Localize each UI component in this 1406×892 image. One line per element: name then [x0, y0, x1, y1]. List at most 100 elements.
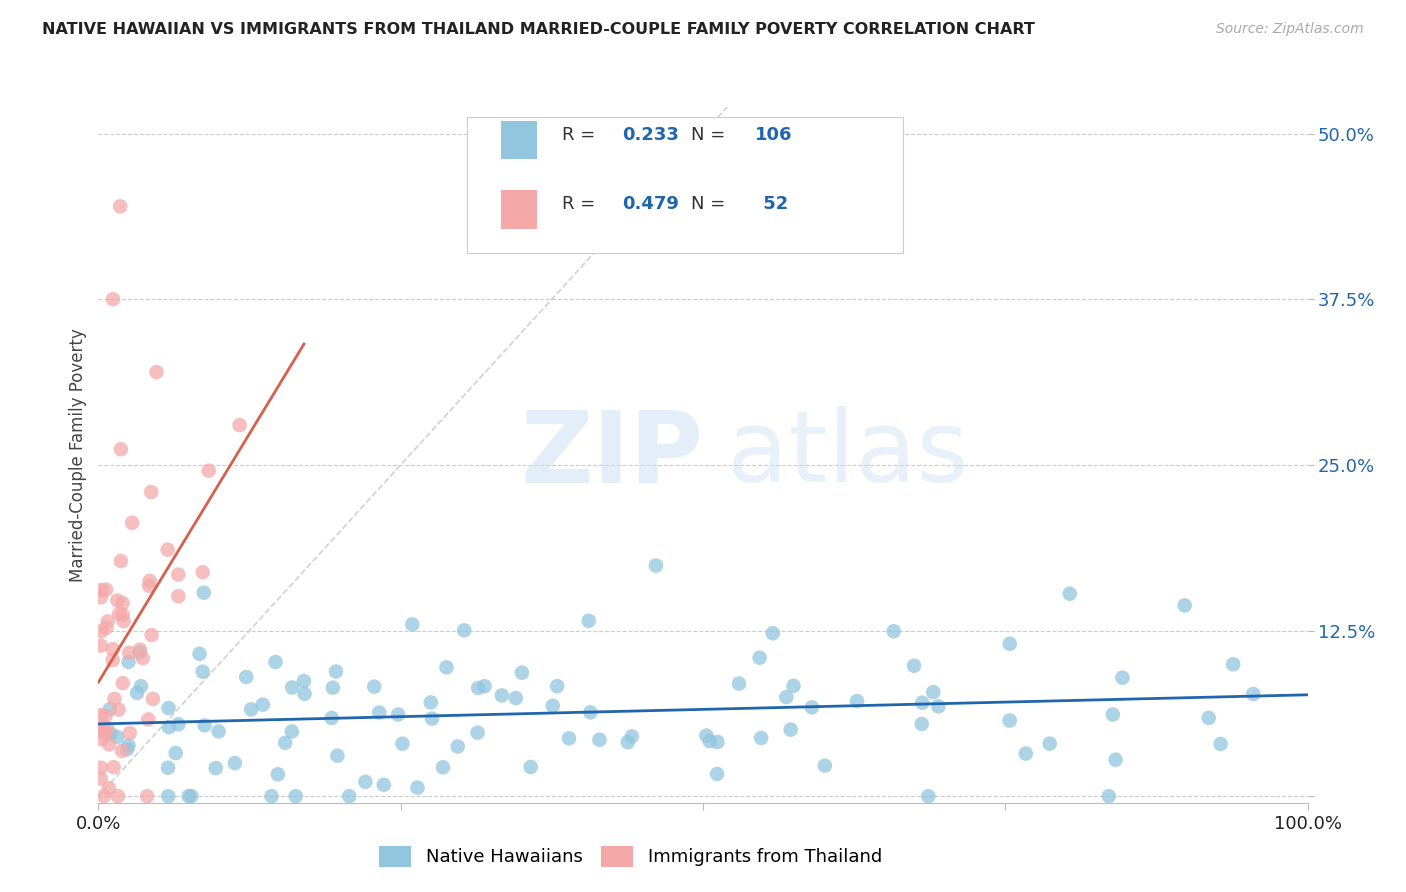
- Text: 52: 52: [758, 195, 789, 213]
- Point: [846, 694, 869, 708]
- Point: [90, 591, 112, 605]
- Point: [728, 676, 751, 690]
- Point: [447, 739, 470, 754]
- Point: [103, 691, 125, 706]
- Point: [117, 655, 139, 669]
- Point: [695, 729, 717, 743]
- Point: [762, 626, 785, 640]
- Point: [321, 711, 343, 725]
- Point: [117, 739, 139, 753]
- Point: [101, 642, 124, 657]
- Point: [491, 689, 513, 703]
- Point: [188, 647, 211, 661]
- Point: [90, 772, 112, 786]
- Point: [101, 292, 124, 306]
- Point: [326, 748, 349, 763]
- Point: [118, 726, 141, 740]
- Text: R =: R =: [561, 126, 600, 144]
- Point: [90, 582, 112, 597]
- Point: [136, 713, 159, 727]
- Point: [1059, 587, 1081, 601]
- Point: [204, 761, 226, 775]
- Point: [284, 789, 307, 804]
- Point: [274, 736, 297, 750]
- Point: [1039, 737, 1062, 751]
- Point: [129, 642, 152, 657]
- Point: [105, 593, 128, 607]
- Point: [903, 658, 925, 673]
- Point: [93, 789, 115, 804]
- Legend: Native Hawaiians, Immigrants from Thailand: Native Hawaiians, Immigrants from Thaila…: [371, 838, 889, 874]
- Point: [96, 621, 118, 635]
- Point: [138, 574, 160, 588]
- Point: [1098, 789, 1121, 804]
- Point: [998, 637, 1021, 651]
- Point: [911, 717, 934, 731]
- Point: [368, 706, 391, 720]
- Point: [699, 734, 721, 748]
- Point: [706, 767, 728, 781]
- Point: [94, 709, 117, 723]
- Point: [98, 738, 121, 752]
- Point: [1111, 671, 1133, 685]
- Point: [207, 724, 229, 739]
- Point: [98, 702, 121, 716]
- Point: [101, 653, 124, 667]
- Point: [96, 721, 118, 735]
- Point: [177, 789, 200, 804]
- Point: [138, 579, 160, 593]
- Point: [108, 199, 131, 213]
- Point: [141, 485, 163, 500]
- Text: NATIVE HAWAIIAN VS IMMIGRANTS FROM THAILAND MARRIED-COUPLE FAMILY POVERTY CORREL: NATIVE HAWAIIAN VS IMMIGRANTS FROM THAIL…: [42, 22, 1035, 37]
- Text: R =: R =: [561, 195, 600, 213]
- Point: [128, 646, 150, 660]
- Point: [541, 698, 564, 713]
- Point: [373, 778, 395, 792]
- Text: 0.479: 0.479: [621, 195, 679, 213]
- Point: [94, 582, 117, 597]
- Point: [108, 607, 131, 621]
- Point: [180, 789, 202, 804]
- Point: [90, 761, 112, 775]
- Point: [505, 691, 527, 706]
- Point: [191, 566, 214, 580]
- Point: [354, 774, 377, 789]
- Point: [420, 712, 443, 726]
- Point: [748, 650, 770, 665]
- Point: [519, 760, 541, 774]
- Bar: [501, 120, 537, 159]
- Point: [90, 639, 112, 653]
- Point: [107, 703, 129, 717]
- Point: [363, 680, 385, 694]
- Point: [578, 614, 600, 628]
- Point: [749, 731, 772, 745]
- Y-axis label: Married-Couple Family Poverty: Married-Couple Family Poverty: [69, 328, 87, 582]
- Point: [401, 617, 423, 632]
- Point: [620, 730, 643, 744]
- Point: [90, 724, 112, 739]
- Point: [616, 735, 638, 749]
- Point: [467, 681, 489, 695]
- Point: [922, 685, 945, 699]
- Point: [157, 701, 180, 715]
- Point: [322, 681, 344, 695]
- Point: [90, 732, 112, 747]
- FancyBboxPatch shape: [467, 118, 903, 253]
- Point: [1015, 747, 1038, 761]
- Point: [800, 700, 823, 714]
- Point: [588, 732, 610, 747]
- Point: [419, 695, 441, 709]
- Point: [474, 679, 496, 693]
- Point: [264, 655, 287, 669]
- Point: [127, 686, 149, 700]
- Text: ZIP: ZIP: [520, 407, 703, 503]
- Point: [100, 727, 122, 741]
- Point: [281, 724, 304, 739]
- Point: [97, 781, 120, 796]
- Point: [111, 744, 134, 758]
- Point: [1241, 687, 1264, 701]
- Point: [1198, 711, 1220, 725]
- Point: [97, 615, 120, 629]
- Point: [814, 758, 837, 772]
- Point: [775, 690, 797, 704]
